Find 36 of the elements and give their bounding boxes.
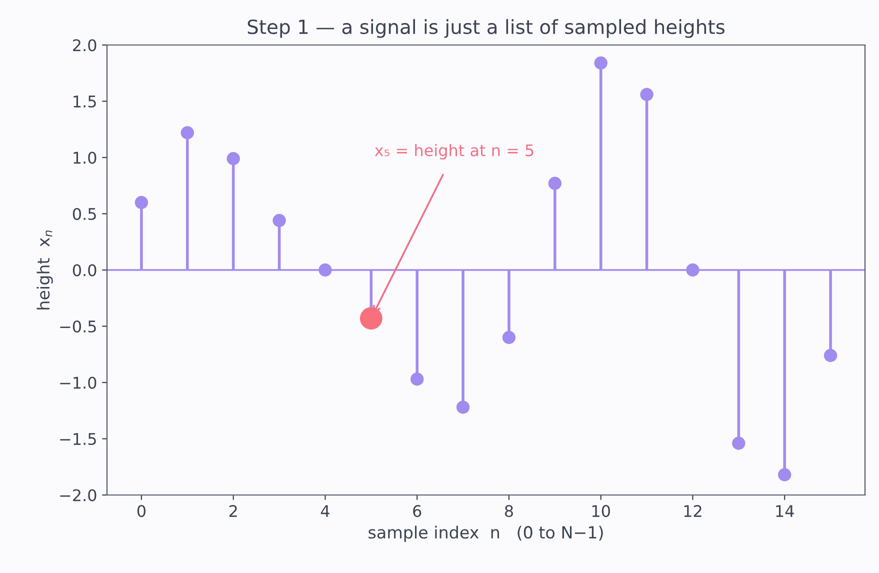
y-tick-label: −2.0 — [60, 489, 96, 502]
x-tick-label: 2 — [229, 505, 237, 517]
point — [410, 372, 424, 386]
x-tick-label: 8 — [504, 505, 513, 518]
point — [732, 436, 746, 450]
point — [226, 152, 240, 166]
y-tick-label: −1.0 — [60, 376, 96, 389]
point — [548, 176, 562, 190]
y-tick-label: 0.0 — [72, 264, 96, 276]
annotation: x₅ = height at n = 5 — [374, 144, 534, 160]
point — [502, 330, 516, 344]
y-tick-label: 0.5 — [72, 208, 96, 220]
y-tick-label: −0.5 — [60, 320, 96, 333]
x-tick-label: 6 — [413, 505, 422, 518]
point — [272, 214, 286, 228]
x-tick-label: 10 — [592, 505, 610, 518]
y-tick-label: 1.5 — [74, 96, 96, 108]
chart-title: Step 1 — a signal is just a list of sampled heights — [248, 19, 724, 38]
y-tick-label: 1.0 — [74, 152, 96, 164]
x-tick-label: 12 — [684, 505, 702, 517]
point — [640, 88, 654, 102]
point — [824, 348, 838, 362]
y-tick-label: −1.5 — [60, 433, 96, 446]
y-tick-label: 2.0 — [73, 39, 96, 52]
point — [134, 196, 148, 210]
y-axis-title: height x$_{n}$ — [36, 230, 53, 310]
x-axis-title: sample index n (0 to N−1) — [368, 526, 603, 542]
x-tick-label: 4 — [320, 505, 330, 517]
point — [778, 468, 792, 482]
x-tick-label: 14 — [776, 505, 794, 517]
x-tick-label: 0 — [137, 505, 146, 518]
point — [594, 56, 608, 70]
point — [318, 263, 332, 277]
point — [180, 126, 194, 140]
point — [456, 400, 470, 414]
point — [686, 263, 700, 277]
